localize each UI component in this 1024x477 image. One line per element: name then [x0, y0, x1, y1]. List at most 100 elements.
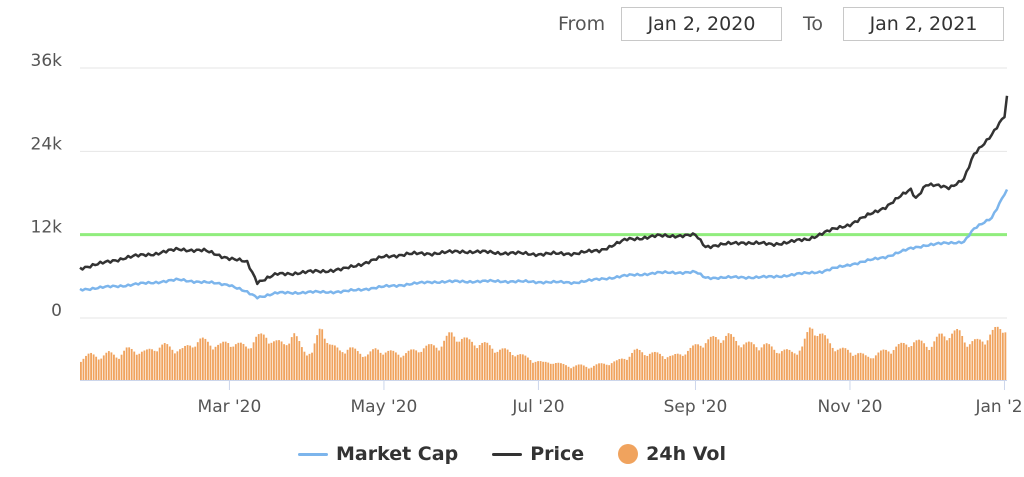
legend-item-volume[interactable]: 24h Vol [618, 443, 726, 465]
volume-bar [229, 346, 232, 380]
volume-bar [110, 352, 113, 380]
volume-bar [524, 355, 527, 380]
volume-bar [135, 354, 138, 380]
volume-bar [377, 349, 379, 380]
x-tick-label: Mar '20 [198, 397, 262, 417]
volume-bar [313, 343, 316, 380]
y-tick-label: 24k [31, 134, 63, 154]
volume-bar [242, 343, 245, 380]
volume-bar [265, 337, 268, 380]
volume-bar [303, 351, 306, 380]
volume-bar [240, 342, 242, 380]
volume-bar [107, 351, 110, 380]
volume-bar [125, 347, 128, 380]
volume-bar [262, 334, 265, 380]
volume-bar [816, 335, 819, 380]
volume-bar [417, 352, 420, 380]
volume-bar [298, 341, 301, 380]
volume-bar [585, 366, 588, 380]
volume-bar [984, 344, 986, 380]
volume-bar [379, 352, 382, 380]
legend-item-market-cap[interactable]: Market Cap [298, 443, 458, 465]
volume-bar [438, 350, 440, 380]
volume-bar [636, 348, 639, 380]
from-date-input[interactable]: Jan 2, 2020 [621, 7, 782, 41]
volume-bar [143, 350, 146, 380]
volume-bar [707, 339, 710, 380]
volume-bar [979, 339, 981, 380]
volume-bar [260, 333, 263, 380]
volume-bar [280, 341, 283, 380]
volume-bar [760, 347, 763, 380]
y-tick-label: 36k [31, 51, 63, 71]
volume-bar [255, 336, 258, 380]
volume-bar [496, 351, 499, 380]
x-tick-label: Jul '20 [511, 397, 564, 417]
volume-bar [791, 351, 793, 380]
volume-bar [80, 361, 82, 380]
volume-bar [201, 337, 204, 380]
volume-bar [994, 326, 997, 380]
volume-bar [549, 363, 552, 380]
volume-bar [806, 332, 809, 380]
volume-bar [331, 344, 334, 380]
volume-bar [514, 356, 517, 380]
volume-bar [468, 339, 471, 380]
volume-bar [306, 355, 308, 380]
volume-bar [656, 352, 659, 380]
volume-bar [897, 344, 900, 380]
volume-bar [146, 349, 148, 380]
volume-bar [341, 352, 344, 380]
volume-bar [872, 358, 875, 380]
volume-bar [702, 347, 705, 380]
volume-bar [349, 347, 352, 380]
volume-swatch-dot-icon [618, 444, 639, 464]
volume-bar [85, 355, 87, 380]
volume-bar [943, 336, 946, 380]
volume-bar [493, 352, 496, 380]
volume-bar [775, 352, 778, 380]
volume-bar [631, 352, 633, 380]
legend-item-price[interactable]: Price [492, 443, 584, 465]
volume-bar [288, 343, 291, 380]
volume-bar [133, 351, 136, 380]
volume-bar [339, 350, 341, 380]
volume-bar [968, 344, 971, 380]
volume-bar [308, 353, 311, 380]
volume-bar [123, 350, 126, 380]
volume-bar [481, 342, 484, 380]
volume-bar [450, 332, 453, 380]
volume-bar [234, 344, 237, 380]
volume-bar [664, 359, 666, 380]
volume-bar [836, 349, 839, 380]
volume-bar [369, 351, 372, 380]
volume-bar [402, 355, 405, 380]
volume-bar [811, 328, 814, 380]
volume-bar [948, 338, 951, 380]
volume-bar [392, 350, 395, 380]
volume-bar [890, 353, 892, 380]
volume-bar [359, 353, 362, 380]
volume-bar [595, 364, 598, 380]
market-cap-line [79, 188, 1009, 300]
volume-bar [113, 354, 115, 380]
volume-bar [128, 347, 131, 380]
volume-bar [552, 363, 555, 380]
volume-bar [328, 344, 331, 380]
volume-bar [346, 349, 349, 380]
volume-bar [910, 346, 913, 380]
volume-bar [389, 350, 392, 380]
volume-bar [321, 329, 324, 380]
volume-bar [694, 344, 697, 380]
volume-bar [753, 344, 755, 380]
y-tick-label: 12k [31, 218, 63, 238]
legend-label-volume: 24h Vol [646, 443, 726, 465]
volume-bar [783, 349, 786, 380]
volume-bar [918, 339, 920, 380]
volume-bar [626, 359, 628, 380]
to-date-input[interactable]: Jan 2, 2021 [843, 7, 1004, 41]
volume-bar [669, 355, 672, 380]
volume-bar [471, 341, 473, 380]
volume-bar [415, 350, 418, 380]
volume-bar [295, 336, 298, 380]
